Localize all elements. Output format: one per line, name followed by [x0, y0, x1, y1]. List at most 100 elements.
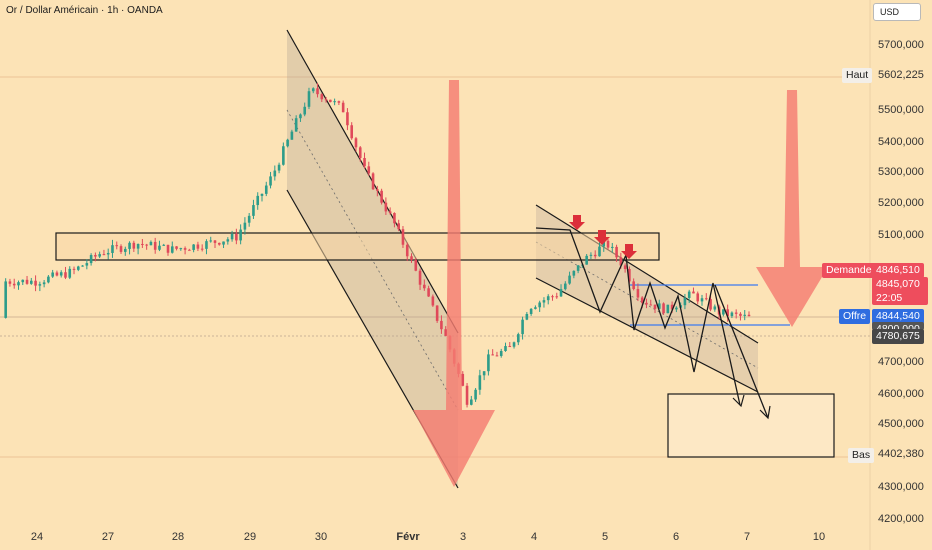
candle-body: [461, 373, 465, 386]
candle-body: [30, 280, 33, 284]
prev-close-value: 4780,675: [872, 329, 924, 344]
x-tick: 30: [314, 531, 328, 543]
x-tick: 24: [30, 531, 44, 543]
y-tick: 4500,000: [878, 418, 924, 430]
candle-body: [619, 257, 623, 266]
candle-body: [59, 272, 63, 276]
candle-body: [632, 281, 635, 290]
x-tick: 29: [243, 531, 257, 543]
last-price-box: [872, 277, 928, 305]
resistance-zone: [55, 232, 660, 261]
candle-body: [401, 229, 405, 245]
candle-body: [307, 91, 311, 107]
candle-body: [222, 241, 225, 245]
candle-body: [606, 240, 610, 248]
candle-body: [491, 354, 494, 356]
candle-body: [645, 302, 648, 305]
candle-body: [149, 241, 153, 246]
candle-body: [704, 298, 708, 300]
candle-body: [427, 288, 430, 297]
candle-body: [623, 265, 627, 270]
candle-body: [76, 266, 80, 270]
candle-body: [102, 254, 106, 256]
candle-body: [256, 195, 260, 206]
candle-body: [205, 241, 208, 249]
candle-body: [517, 334, 520, 343]
candle-body: [675, 307, 678, 310]
candle-body: [444, 329, 447, 336]
candle-body: [299, 114, 302, 119]
candle-body: [640, 297, 644, 303]
candle-body: [98, 254, 101, 257]
candle-body: [397, 223, 400, 230]
y-tick: 5300,000: [878, 166, 924, 178]
candle-body: [615, 246, 618, 258]
candle-body: [687, 291, 691, 298]
candle-body: [589, 254, 593, 256]
candle-body: [341, 102, 345, 113]
candle-body: [546, 296, 550, 301]
candle-body: [405, 244, 409, 257]
candle-body: [12, 283, 16, 286]
candle-body: [564, 283, 567, 290]
candle-body: [247, 215, 251, 223]
high-value: 5602,225: [878, 69, 924, 81]
candle-body: [264, 185, 268, 194]
candle-body: [196, 244, 200, 249]
candle-body: [440, 320, 443, 330]
candle-body: [525, 313, 529, 320]
candle-body: [435, 305, 439, 321]
candle-body: [188, 249, 191, 251]
currency-button[interactable]: USD: [873, 3, 921, 21]
last-price-value: 4845,070: [876, 278, 920, 290]
candle-body: [51, 272, 54, 277]
candle-body: [636, 289, 640, 298]
candle-body: [162, 244, 166, 246]
candle-body: [388, 211, 392, 214]
candle-body: [158, 245, 161, 250]
candle-body: [495, 355, 499, 357]
demand-label: Demande: [822, 263, 876, 278]
chart-title: Or / Dollar Américain · 1h · OANDA: [6, 5, 163, 16]
candle-body: [487, 354, 490, 372]
candle-body: [239, 229, 242, 241]
candle-body: [38, 284, 42, 286]
candle-body: [418, 270, 422, 285]
candle-body: [128, 242, 131, 249]
candle-body: [499, 350, 503, 356]
candle-body: [226, 239, 230, 242]
candle-body: [628, 269, 631, 282]
y-tick: 5700,000: [878, 39, 924, 51]
candle-body: [529, 308, 533, 314]
candle-body: [465, 385, 469, 405]
candle-body: [508, 346, 512, 348]
offer-value: 4844,540: [872, 309, 924, 324]
hidden-value: 4800,000: [872, 322, 924, 330]
marker-arrow-3: [621, 244, 637, 259]
candle-body: [209, 240, 213, 242]
x-tick: Févr: [396, 531, 420, 543]
candle-body: [55, 272, 59, 276]
candle-body: [670, 304, 674, 310]
candle-body: [585, 255, 588, 265]
candle-body: [747, 314, 751, 317]
candle-body: [8, 281, 12, 284]
candle-body: [367, 166, 371, 174]
low-value: 4402,380: [878, 448, 924, 460]
candle-body: [576, 265, 580, 271]
candle-body: [132, 242, 136, 249]
candle-body: [175, 246, 178, 249]
candle-body: [559, 289, 563, 297]
candle-body: [572, 270, 576, 276]
candle-body: [324, 99, 328, 101]
candle-body: [153, 241, 157, 250]
candle-body: [34, 280, 37, 286]
candle-body: [64, 272, 67, 278]
candle-body: [743, 314, 747, 316]
candle-body: [179, 248, 183, 250]
low-label: Bas: [848, 448, 875, 463]
marker-arrow-1: [569, 215, 585, 230]
candle-body: [123, 248, 127, 252]
y-tick: 5400,000: [878, 136, 924, 148]
